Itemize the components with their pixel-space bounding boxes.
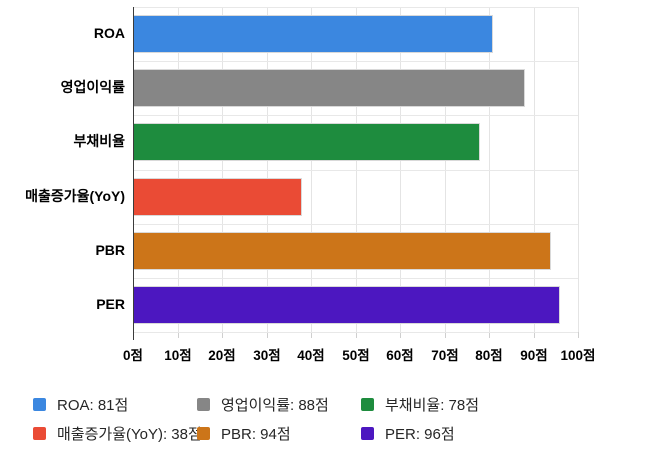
gridline-horizontal — [133, 170, 578, 171]
bar-영업이익률[interactable] — [133, 69, 525, 107]
legend-item-매출증가율(YoY)[interactable]: 매출증가율(YoY): 38점 — [33, 423, 202, 444]
category-label-PBR: PBR — [95, 242, 125, 258]
legend-label: 부채비율: 78점 — [385, 397, 480, 414]
gridline-horizontal — [133, 332, 578, 333]
x-tick-label-30점: 30점 — [253, 348, 281, 363]
legend-swatch-icon — [33, 398, 46, 411]
legend-swatch-icon — [197, 398, 210, 411]
gridline-vertical — [266, 7, 268, 332]
x-tick-label-10점: 10점 — [164, 348, 192, 363]
axis-tick — [400, 332, 401, 338]
legend-swatch-icon — [361, 427, 374, 440]
gridline-horizontal — [133, 278, 578, 279]
legend-item-부채비율[interactable]: 부채비율: 78점 — [361, 394, 479, 415]
legend-item-영업이익률[interactable]: 영업이익률: 88점 — [197, 394, 361, 415]
axis-tick — [222, 332, 223, 338]
x-tick-label-40점: 40점 — [297, 348, 325, 363]
gridline-horizontal — [133, 115, 578, 116]
x-tick-label-20점: 20점 — [208, 348, 236, 363]
x-tick-label-100점: 100점 — [560, 348, 596, 363]
gridline-vertical — [444, 7, 446, 332]
legend-swatch-icon — [197, 427, 210, 440]
x-tick-label-50점: 50점 — [342, 348, 370, 363]
axis-tick — [177, 332, 179, 338]
gridline-horizontal — [133, 224, 578, 225]
category-label-PER: PER — [96, 296, 125, 312]
category-label-ROA: ROA — [93, 25, 125, 41]
legend-swatch-icon — [33, 427, 46, 440]
category-label-영업이익률: 영업이익률 — [60, 79, 125, 95]
bar-ROA[interactable] — [133, 15, 493, 53]
legend-item-ROA[interactable]: ROA: 81점 — [33, 394, 197, 415]
gridline-vertical — [489, 7, 490, 332]
gridline-horizontal — [133, 7, 578, 8]
gridline-vertical — [400, 7, 401, 332]
legend-swatch-icon — [361, 398, 374, 411]
gridline-vertical — [222, 7, 223, 332]
gridline-vertical — [355, 7, 357, 332]
gridline-vertical — [177, 7, 179, 332]
category-label-매출증가율(YoY): 매출증가율(YoY) — [25, 188, 125, 204]
bar-매출증가율(YoY)[interactable] — [133, 178, 302, 216]
axis-tick — [355, 332, 357, 338]
axis-tick — [266, 332, 268, 338]
gridline-horizontal — [133, 61, 578, 62]
axis-tick — [489, 332, 490, 338]
x-tick-label-60점: 60점 — [386, 348, 414, 363]
legend-label: 영업이익률: 88점 — [221, 397, 329, 414]
legend-item-PBR[interactable]: PBR: 94점 — [197, 423, 361, 444]
bar-PER[interactable] — [133, 286, 560, 324]
axis-tick — [533, 332, 535, 338]
legend-label: 매출증가율(YoY): 38점 — [57, 426, 202, 443]
x-tick-label-0점: 0점 — [123, 348, 143, 363]
gridline-vertical — [533, 7, 535, 332]
gridline-vertical — [578, 7, 579, 332]
category-label-부채비율: 부채비율 — [73, 133, 125, 149]
gridline-vertical — [311, 7, 312, 332]
bar-부채비율[interactable] — [133, 123, 480, 161]
legend-label: ROA: 81점 — [57, 397, 129, 414]
axis-tick — [578, 332, 579, 338]
axis-tick — [311, 332, 312, 338]
legend-label: PBR: 94점 — [221, 426, 291, 443]
plot-area — [133, 7, 579, 340]
x-tick-label-90점: 90점 — [520, 348, 548, 363]
baseline-axis — [133, 7, 134, 340]
x-tick-label-70점: 70점 — [431, 348, 459, 363]
x-tick-label-80점: 80점 — [475, 348, 503, 363]
legend-label: PER: 96점 — [385, 426, 455, 443]
axis-tick — [444, 332, 446, 338]
bar-PBR[interactable] — [133, 232, 551, 270]
legend-item-PER[interactable]: PER: 96점 — [361, 423, 479, 444]
